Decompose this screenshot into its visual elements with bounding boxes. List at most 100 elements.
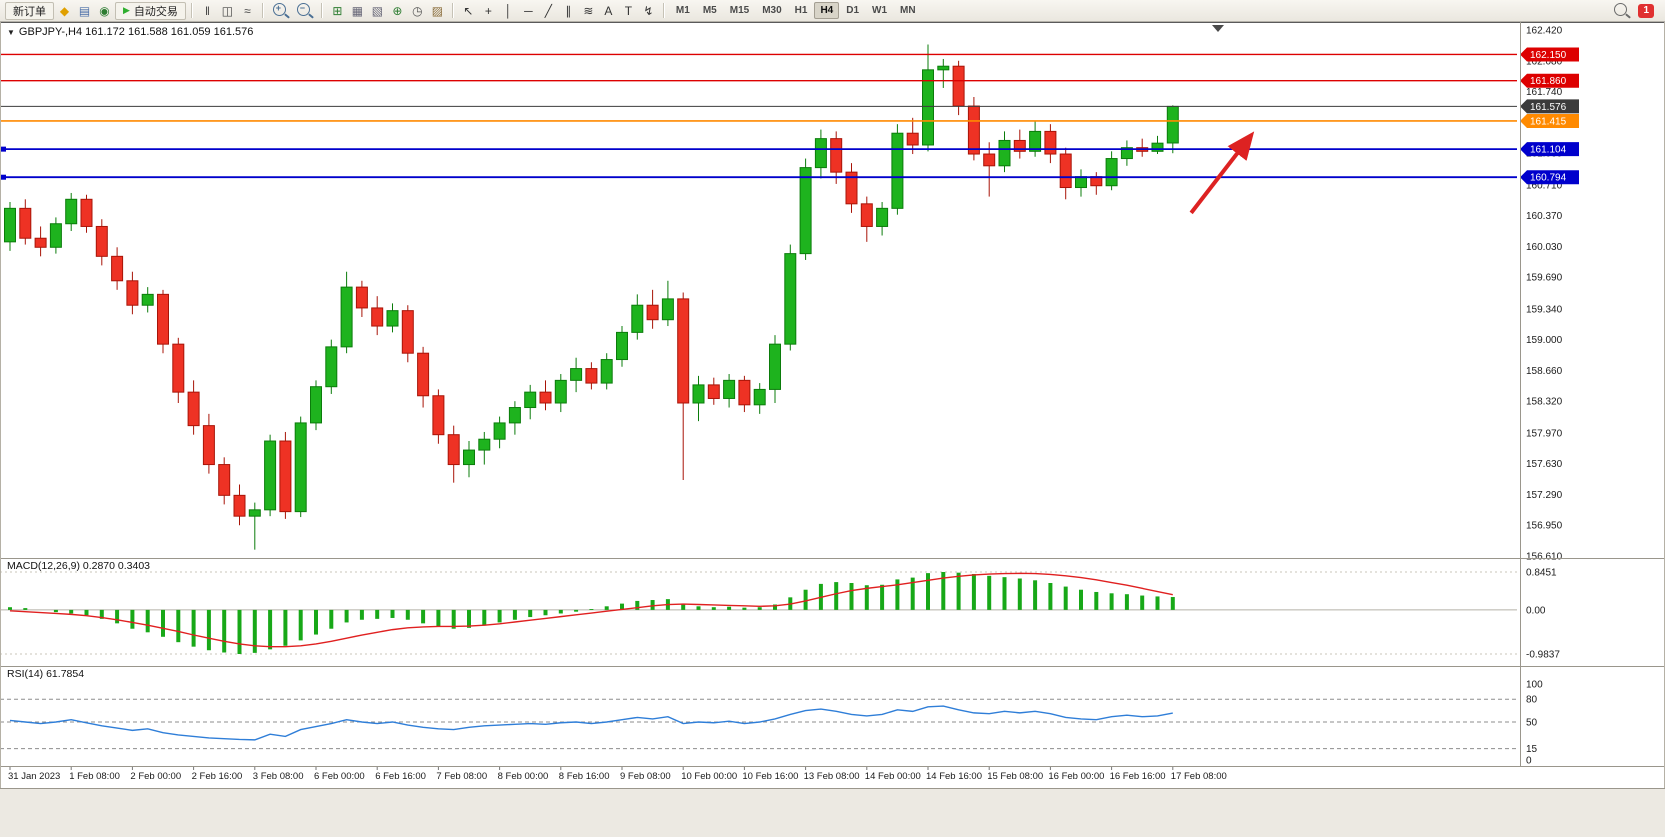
candle-body	[524, 391, 537, 409]
search-icon[interactable]	[1614, 3, 1628, 16]
timeframe-m1[interactable]: M1	[675, 5, 690, 16]
autotrading-button[interactable]: ▶ 自动交易	[115, 1, 186, 20]
rsi-axis-label: 0	[1526, 756, 1532, 767]
chart-shift-marker[interactable]	[1212, 25, 1224, 32]
channel-tool-icon[interactable]: ∥	[565, 3, 572, 18]
timeframe-w1[interactable]: W1	[872, 5, 888, 16]
time-axis[interactable]: 31 Jan 2023 1 Feb 08:00 2 Feb 00:00 2 Feb 1…	[8, 766, 1227, 782]
candle-body	[738, 379, 751, 406]
price-scale[interactable]: 162.420162.080161.740161.400161.060160.7…	[1526, 26, 1563, 563]
timeframe-mn[interactable]: MN	[900, 5, 916, 16]
candle-body	[769, 343, 781, 390]
indicators-icon[interactable]: ⊕	[392, 3, 403, 18]
rsi-line	[9, 705, 1173, 741]
price-tick: 160.030	[1526, 242, 1563, 253]
time-tick-label: 7 Feb 08:00	[436, 771, 487, 782]
horizontal-line-tool-icon[interactable]: ─	[524, 3, 533, 18]
chart-window-background	[0, 22, 1665, 788]
timeframe-m15[interactable]: M15	[729, 5, 750, 16]
price-tag	[1520, 99, 1579, 114]
candle-body	[784, 253, 797, 345]
time-tick-label: 9 Feb 08:00	[620, 771, 671, 782]
candle-body	[1044, 130, 1057, 155]
rsi-label: RSI(14) 61.7854	[7, 668, 85, 680]
line-chart-icon[interactable]: ≈	[244, 3, 251, 18]
candle-body	[65, 198, 78, 225]
notification-badge[interactable]: 1	[1638, 3, 1654, 18]
autotrading-label: 自动交易	[133, 5, 178, 18]
time-tick-label: 14 Feb 00:00	[865, 771, 921, 782]
timeframe-d1[interactable]: D1	[846, 5, 860, 16]
chart-title-text: GBPJPY-,H4 161.172 161.588 161.059 161.5…	[18, 26, 254, 38]
time-tick-label: 31 Jan 2023	[8, 771, 60, 782]
timeframe-m30[interactable]: M30	[762, 5, 782, 16]
price-tick: 156.950	[1526, 521, 1563, 532]
periods-icon[interactable]: ◷	[412, 3, 423, 18]
time-tick-label: 15 Feb 08:00	[987, 771, 1043, 782]
templates-icon[interactable]: ▨	[431, 3, 444, 18]
print-icon[interactable]: ▤	[78, 3, 91, 18]
candle-body	[310, 386, 322, 424]
one-click-trading-icon[interactable]: ▼	[7, 27, 15, 37]
timeframe-h1[interactable]: H1	[794, 5, 808, 16]
toolbar-separator	[320, 3, 323, 18]
candle-body	[141, 293, 154, 306]
timeframe-m5[interactable]: M5	[702, 5, 717, 16]
timeframe-h4[interactable]: H4	[814, 2, 840, 19]
fibonacci-tool-icon[interactable]: ≋	[583, 3, 594, 18]
time-tick-label: 3 Feb 08:00	[253, 771, 304, 782]
price-tag-label: 161.104	[1530, 145, 1567, 156]
crosshair-icon[interactable]: +	[484, 3, 492, 18]
price-tick: 157.290	[1526, 490, 1563, 501]
cursor-icon[interactable]: ↖	[463, 3, 474, 18]
zoom-in-icon[interactable]: +	[272, 3, 286, 16]
toolbar-separator	[451, 3, 454, 18]
text-tool-icon[interactable]: A	[604, 3, 613, 18]
cascade-windows-icon[interactable]: ▧	[371, 3, 384, 18]
candle-body	[218, 464, 231, 496]
candlestick-chart-icon[interactable]: ◫	[221, 3, 234, 18]
candle-body	[325, 346, 338, 388]
candle-body	[1013, 139, 1026, 152]
vertical-line-tool-icon[interactable]: │	[504, 3, 513, 18]
price-tick: 160.370	[1526, 211, 1563, 222]
candle-body	[952, 65, 965, 107]
trend-arrow-annotation[interactable]	[1189, 131, 1255, 215]
line-handle[interactable]	[1, 146, 6, 152]
arrows-tool-icon[interactable]: ↯	[643, 3, 654, 18]
price-tag-label: 161.860	[1530, 76, 1567, 87]
candle-body	[126, 280, 139, 306]
tile-windows-icon[interactable]: ⊞	[332, 3, 343, 18]
price-tag	[1520, 142, 1579, 157]
candle-body	[585, 368, 598, 384]
price-tick: 157.630	[1526, 459, 1563, 470]
trendline-tool-icon[interactable]: ╱	[544, 3, 553, 18]
community-icon[interactable]: ◉	[99, 3, 110, 18]
line-handle[interactable]	[1, 174, 6, 180]
time-tick-label: 13 Feb 08:00	[804, 771, 860, 782]
candle-body	[1059, 153, 1072, 189]
candle-body	[906, 132, 919, 146]
candle-body	[355, 286, 368, 309]
metaeditor-icon[interactable]: ◆	[59, 3, 70, 18]
candle-body	[172, 343, 185, 393]
zoom-out-icon[interactable]: −	[296, 3, 310, 16]
price-tag-label: 161.415	[1530, 116, 1567, 127]
candle-body	[692, 384, 705, 404]
rsi-axis-label: 50	[1526, 718, 1538, 729]
rsi-axis-label: 80	[1526, 695, 1538, 706]
candle-body	[294, 422, 307, 513]
candle-body	[891, 132, 904, 209]
new-order-button[interactable]: 新订单	[5, 1, 54, 20]
time-tick-label: 14 Feb 16:00	[926, 771, 982, 782]
label-tool-icon[interactable]: T	[624, 3, 633, 18]
time-tick-label: 10 Feb 00:00	[681, 771, 737, 782]
windows-list-icon[interactable]: ▦	[351, 3, 364, 18]
candle-body	[386, 310, 399, 327]
chart-title: ▼ GBPJPY-,H4 161.172 161.588 161.059 161…	[7, 26, 253, 38]
price-tick: 157.970	[1526, 428, 1563, 439]
candles[interactable]	[4, 44, 1179, 550]
candle-body	[49, 223, 62, 248]
bar-chart-icon[interactable]: ‖	[204, 3, 210, 18]
